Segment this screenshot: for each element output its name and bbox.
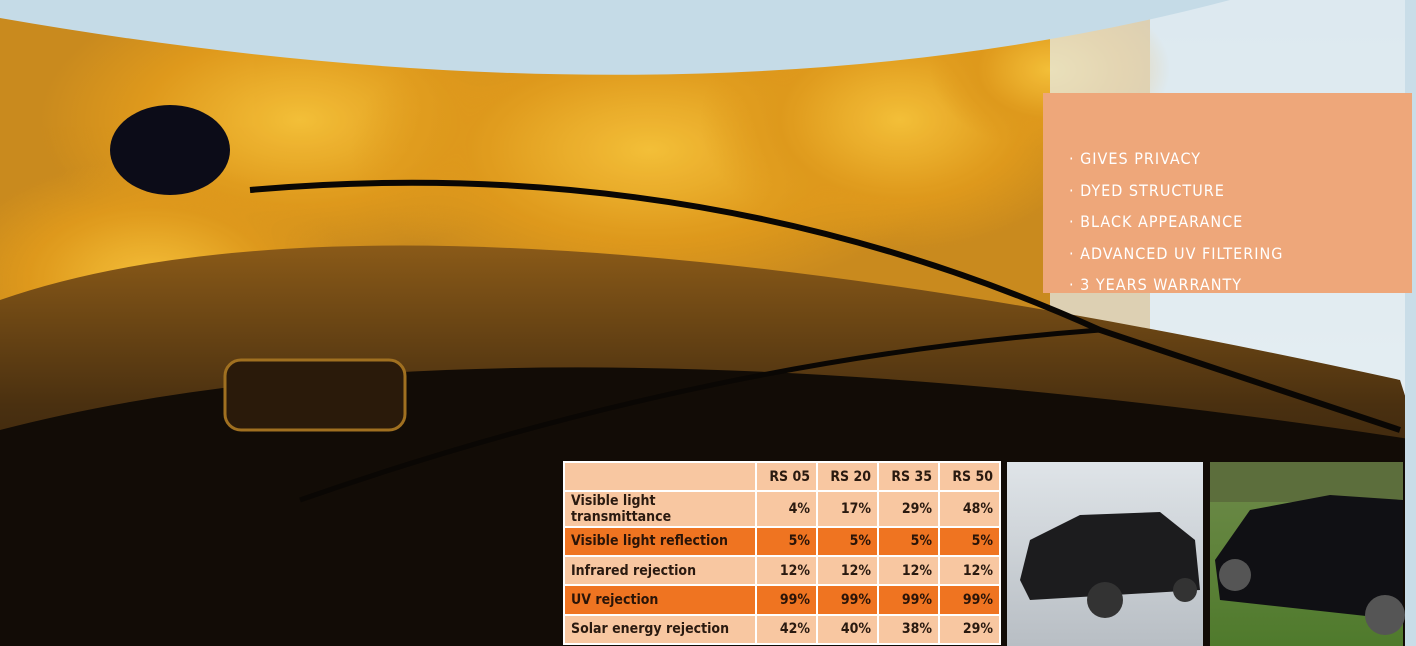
value-cell: 12% (938, 555, 1001, 587)
row-label: Infrared rejection (563, 555, 757, 587)
value-cell: 48% (938, 490, 1001, 528)
value-cell: 12% (816, 555, 879, 587)
feature-item: · BLACK APPEARANCE (1069, 212, 1244, 231)
feature-item: · ADVANCED UV FILTERING (1069, 243, 1284, 263)
feature-box: · GIVES PRIVACY · DYED STRUCTURE · BLACK A… (1043, 93, 1412, 294)
row-label: Solar energy rejection (563, 613, 757, 646)
value-cell: 38% (877, 613, 940, 646)
header-cell: RS 20 (816, 460, 879, 493)
feature-item: · 3 YEARS WARRANTY (1069, 275, 1243, 294)
table-row: Visible light transmittance 4% 17% 29% 48% (563, 490, 1001, 528)
value-cell: 99% (755, 584, 818, 616)
header-cell: RS 05 (755, 460, 818, 493)
header-cell: RS 50 (938, 460, 1001, 493)
value-cell: 5% (877, 525, 940, 558)
feature-item: · DYED STRUCTURE (1069, 180, 1225, 200)
value-cell: 40% (816, 613, 879, 646)
table-row: Solar energy rejection 42% 40% 38% 29% (563, 613, 1001, 646)
value-cell: 12% (877, 555, 940, 587)
value-cell: 42% (755, 613, 818, 646)
table-row: UV rejection 99% 99% 99% 99% (563, 584, 1001, 616)
value-cell: 29% (938, 613, 1001, 646)
header-cell: RS 35 (877, 460, 940, 493)
row-label: UV rejection (563, 584, 757, 616)
value-cell: 12% (755, 555, 818, 587)
value-cell: 17% (816, 490, 879, 528)
value-cell: 5% (816, 525, 879, 558)
car-photo-2 (1210, 462, 1405, 646)
feature-item: · GIVES PRIVACY (1069, 149, 1202, 168)
car-photo-1 (1007, 462, 1203, 646)
value-cell: 5% (938, 525, 1001, 558)
header-cell (563, 460, 757, 493)
value-cell: 4% (755, 490, 818, 528)
value-cell: 99% (816, 584, 879, 616)
value-cell: 5% (755, 525, 818, 558)
table-row: Visible light reflection 5% 5% 5% 5% (563, 525, 1001, 558)
value-cell: 99% (877, 584, 940, 616)
header-row: RS 05 RS 20 RS 35 RS 50 (563, 460, 1001, 493)
value-cell: 99% (938, 584, 1001, 616)
spec-table: RS 05 RS 20 RS 35 RS 50 Visible light transm… (563, 460, 1001, 646)
value-cell: 29% (877, 490, 940, 528)
row-label: Visible light reflection (563, 525, 757, 558)
row-label: Visible light transmittance (563, 490, 757, 528)
table-row: Infrared rejection 12% 12% 12% 12% (563, 555, 1001, 587)
